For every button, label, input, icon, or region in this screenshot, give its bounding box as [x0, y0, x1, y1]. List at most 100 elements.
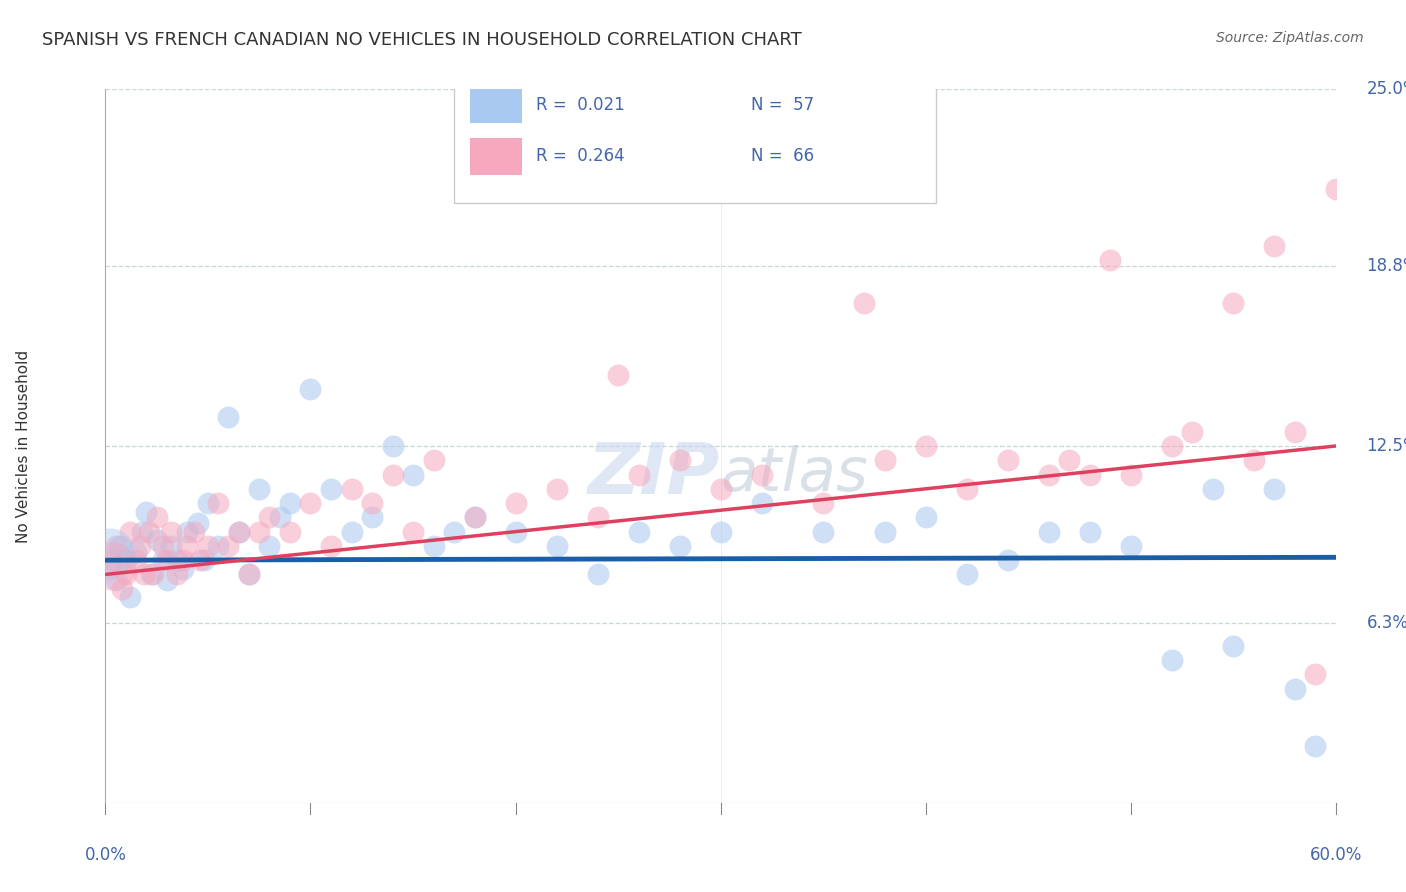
- Point: [1284, 681, 1306, 696]
- Point: [1160, 653, 1182, 667]
- Point: [142, 567, 165, 582]
- Point: [853, 296, 876, 310]
- Point: [129, 539, 152, 553]
- Point: [381, 439, 404, 453]
- Point: [811, 524, 834, 539]
- Point: [1099, 253, 1122, 268]
- Point: [914, 510, 936, 524]
- Point: [361, 496, 384, 510]
- Point: [607, 368, 630, 382]
- Text: atlas: atlas: [721, 445, 869, 504]
- Text: No Vehicles in Household: No Vehicles in Household: [15, 350, 31, 542]
- Point: [139, 567, 162, 582]
- Point: [98, 562, 121, 576]
- Point: [997, 453, 1019, 467]
- Point: [176, 539, 198, 553]
- Point: [100, 553, 122, 567]
- Point: [340, 482, 363, 496]
- Point: [751, 467, 773, 482]
- Point: [259, 539, 281, 553]
- Point: [1038, 467, 1060, 482]
- Point: [1181, 425, 1204, 439]
- Point: [1303, 739, 1326, 753]
- Point: [340, 524, 363, 539]
- Point: [207, 496, 229, 510]
- Point: [145, 533, 167, 548]
- Point: [586, 567, 609, 582]
- Point: [108, 539, 131, 553]
- Text: ZIP: ZIP: [588, 440, 721, 509]
- FancyBboxPatch shape: [471, 137, 522, 175]
- Point: [187, 516, 209, 530]
- FancyBboxPatch shape: [471, 87, 522, 123]
- Text: 6.3%: 6.3%: [1367, 614, 1406, 632]
- Point: [145, 510, 167, 524]
- Text: R =  0.021: R = 0.021: [536, 96, 624, 114]
- Point: [115, 553, 138, 567]
- Point: [138, 524, 160, 539]
- Point: [1365, 153, 1388, 168]
- Point: [238, 567, 260, 582]
- Point: [278, 496, 301, 510]
- Point: [1324, 182, 1347, 196]
- Point: [120, 524, 141, 539]
- Text: Source: ZipAtlas.com: Source: ZipAtlas.com: [1216, 31, 1364, 45]
- Text: SPANISH VS FRENCH CANADIAN NO VEHICLES IN HOUSEHOLD CORRELATION CHART: SPANISH VS FRENCH CANADIAN NO VEHICLES I…: [42, 31, 801, 49]
- Point: [134, 567, 156, 582]
- Point: [319, 539, 342, 553]
- Point: [710, 482, 733, 496]
- Point: [135, 505, 157, 519]
- Point: [269, 510, 291, 524]
- Point: [464, 510, 486, 524]
- Point: [183, 524, 205, 539]
- Point: [197, 496, 219, 510]
- Point: [207, 539, 229, 553]
- Point: [166, 567, 188, 582]
- Point: [546, 482, 568, 496]
- Point: [228, 524, 250, 539]
- Point: [176, 524, 198, 539]
- Point: [247, 524, 270, 539]
- Point: [1303, 667, 1326, 681]
- Point: [100, 558, 122, 573]
- Point: [1078, 524, 1101, 539]
- Point: [873, 453, 896, 467]
- Point: [627, 524, 650, 539]
- Point: [627, 467, 650, 482]
- Point: [152, 539, 174, 553]
- Point: [104, 573, 127, 587]
- Point: [98, 544, 121, 558]
- Point: [131, 524, 153, 539]
- Point: [402, 524, 425, 539]
- Point: [152, 553, 174, 567]
- Point: [873, 524, 896, 539]
- Point: [751, 496, 773, 510]
- Point: [546, 539, 568, 553]
- Text: 25.0%: 25.0%: [1367, 80, 1406, 98]
- Point: [668, 453, 690, 467]
- Point: [160, 524, 183, 539]
- Text: R =  0.264: R = 0.264: [536, 147, 624, 165]
- Point: [956, 482, 979, 496]
- Point: [1160, 439, 1182, 453]
- Point: [197, 539, 219, 553]
- Text: 18.8%: 18.8%: [1367, 257, 1406, 275]
- Text: 0.0%: 0.0%: [84, 846, 127, 863]
- Point: [218, 410, 240, 425]
- Point: [422, 539, 444, 553]
- Point: [160, 539, 183, 553]
- Point: [1119, 539, 1142, 553]
- Point: [166, 553, 188, 567]
- Point: [125, 544, 148, 558]
- Point: [299, 496, 322, 510]
- FancyBboxPatch shape: [454, 66, 936, 203]
- Point: [1201, 482, 1223, 496]
- Point: [402, 467, 425, 482]
- Point: [247, 482, 270, 496]
- Point: [172, 553, 194, 567]
- Point: [120, 591, 141, 605]
- Point: [228, 524, 250, 539]
- Point: [381, 467, 404, 482]
- Text: N =  66: N = 66: [751, 147, 814, 165]
- Point: [299, 382, 322, 396]
